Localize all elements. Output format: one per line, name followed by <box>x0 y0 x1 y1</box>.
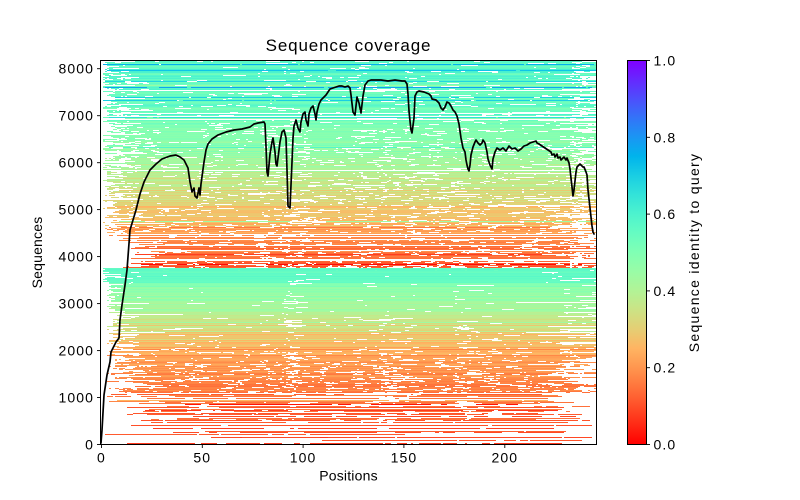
svg-text:0: 0 <box>97 450 106 466</box>
svg-text:7000: 7000 <box>58 108 94 124</box>
svg-text:1000: 1000 <box>58 390 94 406</box>
svg-text:0.8: 0.8 <box>654 129 677 145</box>
svg-text:0.6: 0.6 <box>654 206 677 222</box>
svg-text:Positions: Positions <box>319 468 378 484</box>
svg-text:100: 100 <box>290 450 317 466</box>
svg-text:1.0: 1.0 <box>654 53 677 69</box>
svg-text:Sequences: Sequences <box>29 217 45 289</box>
svg-text:8000: 8000 <box>58 61 94 77</box>
svg-text:150: 150 <box>391 450 418 466</box>
svg-text:6000: 6000 <box>58 155 94 171</box>
svg-text:2000: 2000 <box>58 343 94 359</box>
svg-text:3000: 3000 <box>58 296 94 312</box>
svg-text:4000: 4000 <box>58 249 94 265</box>
svg-text:50: 50 <box>193 450 211 466</box>
svg-text:200: 200 <box>491 450 518 466</box>
svg-text:0.2: 0.2 <box>654 360 677 376</box>
svg-text:5000: 5000 <box>58 202 94 218</box>
svg-text:Sequence coverage: Sequence coverage <box>266 36 432 55</box>
svg-text:0.0: 0.0 <box>654 437 677 453</box>
svg-text:0.4: 0.4 <box>654 283 677 299</box>
svg-text:Sequence identity to query: Sequence identity to query <box>686 153 702 353</box>
svg-text:0: 0 <box>85 437 94 453</box>
